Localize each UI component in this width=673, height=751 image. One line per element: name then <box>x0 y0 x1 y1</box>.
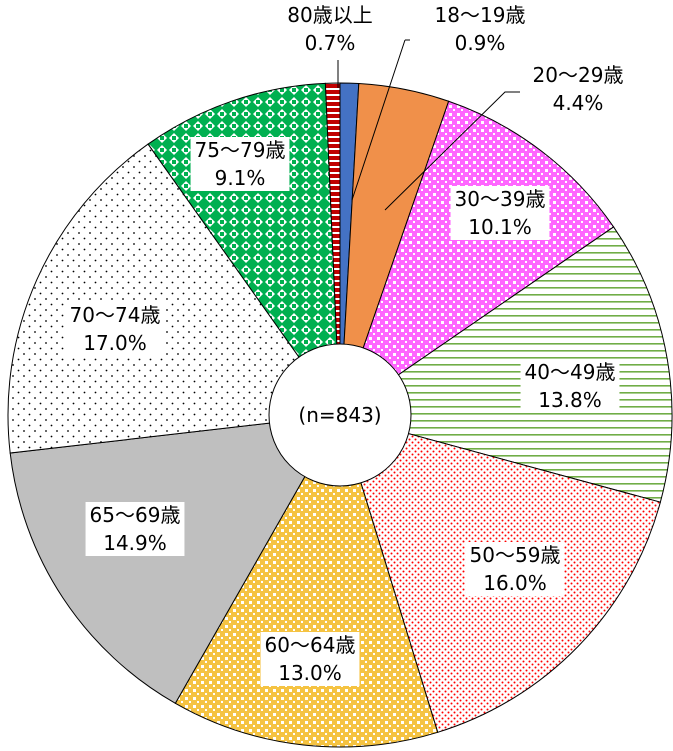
value-label: 9.1% <box>215 166 266 190</box>
center-hole <box>268 343 412 487</box>
category-label: 40〜49歳 <box>525 360 616 384</box>
category-label: 70〜74歳 <box>70 303 161 327</box>
category-label: 30〜39歳 <box>455 187 546 211</box>
slice-label: 70〜74歳 17.0% <box>65 302 165 356</box>
value-label: 13.0% <box>278 661 342 685</box>
value-label: 17.0% <box>83 331 147 355</box>
value-label: 16.0% <box>483 571 547 595</box>
value-label: 0.9% <box>455 31 506 55</box>
slice-label: 18〜19歳 0.9% <box>435 3 526 55</box>
leader-line <box>384 91 520 211</box>
label-background <box>465 542 565 596</box>
category-label: 65〜69歳 <box>90 503 181 527</box>
category-label: 75〜79歳 <box>195 138 286 162</box>
label-background <box>85 502 185 556</box>
value-label: 4.4% <box>553 91 604 115</box>
pie-slice <box>9 414 341 704</box>
label-background <box>65 302 165 356</box>
slice-label: 60〜64歳 13.0% <box>260 632 360 686</box>
category-label: 50〜59歳 <box>470 543 561 567</box>
value-label: 10.1% <box>468 215 532 239</box>
value-label: 0.7% <box>305 31 356 55</box>
slice-label: 40〜49歳 13.8% <box>520 359 620 413</box>
slice-label: 75〜79歳 9.1% <box>190 137 290 191</box>
slice-label: 20〜29歳 4.4% <box>533 63 624 115</box>
label-background <box>190 137 290 191</box>
pie-slice <box>7 143 341 454</box>
slice-label: 80歳以上 0.7% <box>287 3 372 55</box>
pie-slice <box>338 226 673 503</box>
slice-label: 30〜39歳 10.1% <box>450 186 550 240</box>
category-label: 20〜29歳 <box>533 63 624 87</box>
slice-label: 50〜59歳 16.0% <box>465 542 565 596</box>
leader-line <box>351 39 410 201</box>
label-background <box>260 632 360 686</box>
slice-label: 65〜69歳 14.9% <box>85 502 185 556</box>
value-label: 13.8% <box>538 388 602 412</box>
pie-slice <box>339 100 615 417</box>
label-background <box>520 359 620 413</box>
pie-slice <box>324 82 341 416</box>
label-background <box>450 186 550 240</box>
category-label: 60〜64歳 <box>265 633 356 657</box>
annotation: (n=843) <box>298 403 381 427</box>
pie-slice <box>174 413 439 748</box>
category-label: 18〜19歳 <box>435 3 526 27</box>
category-label: 80歳以上 <box>287 3 372 27</box>
value-label: 14.9% <box>103 531 167 555</box>
